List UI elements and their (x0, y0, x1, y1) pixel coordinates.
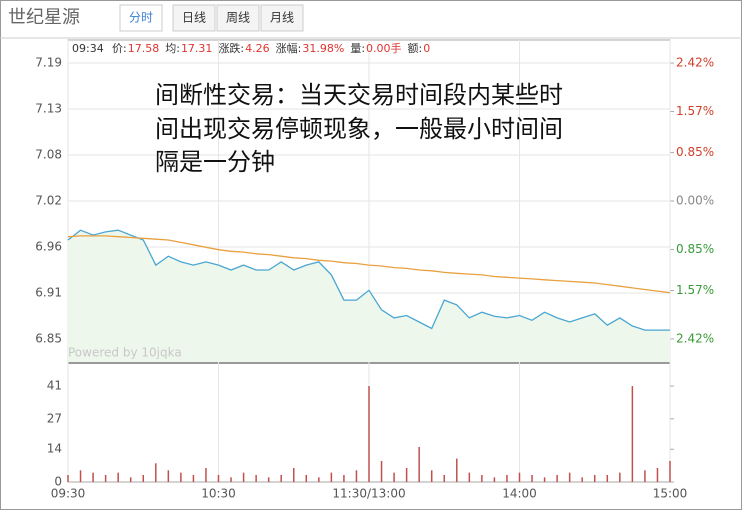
y-tick-label: 6.91 (35, 285, 62, 299)
tab[interactable] (119, 4, 163, 32)
y2-tick-label: 2.42% (676, 331, 714, 345)
y2-tick-label: 0.85% (676, 242, 714, 256)
annotation-line: 隔是一分钟 (155, 148, 275, 176)
y-tick-label: 14 (47, 442, 62, 456)
tab-label[interactable]: 周线 (226, 11, 250, 25)
series-line (67, 229, 670, 331)
info-value: 4.26 (245, 42, 270, 55)
y-tick-label: 7.13 (35, 102, 62, 116)
y-tick-label: 0 (54, 475, 62, 489)
info-value: 0 (423, 42, 430, 55)
stock-title: 世纪星源 (8, 7, 80, 28)
tab[interactable] (172, 4, 216, 32)
y2-tick-label: 1.57% (676, 104, 714, 118)
y-tick-label: 7.19 (35, 55, 62, 69)
info-value: 31.98% (302, 42, 344, 55)
y-tick-label: 41 (47, 379, 62, 393)
tab[interactable] (260, 4, 304, 32)
price-area (68, 230, 670, 362)
info-label: 价: (112, 42, 127, 55)
tab[interactable] (216, 4, 260, 32)
y2-tick-label: 0.85% (676, 145, 714, 159)
y-tick-label: 27 (47, 411, 62, 425)
annotation-line: 间出现交易停顿现象，一般最小时间间 (155, 115, 563, 143)
y-tick-label: 7.08 (35, 147, 62, 161)
tab-label[interactable]: 月线 (270, 11, 294, 25)
info-label: 均: (165, 42, 180, 55)
info-value: 17.58 (128, 42, 160, 55)
info-label: 涨跌: (218, 41, 244, 55)
y-tick-label: 6.96 (35, 240, 62, 254)
tab-label[interactable]: 分时 (129, 11, 153, 25)
y-tick-label: 6.85 (35, 332, 62, 346)
info-value: 0.00手 (366, 41, 402, 55)
info-label: 量: (350, 42, 365, 55)
tab-label[interactable]: 日线 (182, 11, 206, 25)
x-tick-label: 15:00 (653, 487, 688, 501)
x-tick-label: 09:30 (51, 487, 86, 501)
info-label: 涨幅: (276, 42, 302, 55)
info-label: 额: (408, 42, 423, 55)
y-tick-label: 7.02 (35, 194, 62, 208)
series-line (67, 235, 671, 294)
info-value: 17.31 (181, 42, 213, 55)
x-tick-label: 11:30/13:00 (332, 487, 405, 501)
y2-tick-label: 0.00% (676, 194, 714, 208)
x-tick-label: 10:30 (201, 487, 236, 501)
info-time: 09:34 (72, 42, 104, 55)
y2-tick-label: 1.57% (676, 283, 714, 297)
watermark: Powered by 10jqka (68, 346, 182, 360)
x-tick-label: 14:00 (502, 487, 537, 501)
annotation-line: 间断性交易：当天交易时间段内某些时 (155, 81, 563, 109)
y2-tick-label: 2.42% (676, 56, 714, 70)
